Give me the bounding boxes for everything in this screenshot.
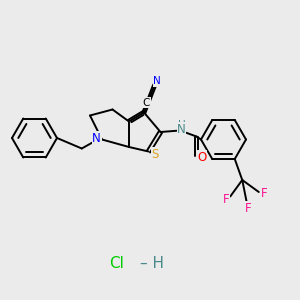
Text: C: C <box>143 98 150 108</box>
Text: N: N <box>153 76 161 86</box>
Text: S: S <box>152 148 159 161</box>
Text: – H: – H <box>140 256 164 272</box>
Text: N: N <box>177 122 186 136</box>
Text: Cl: Cl <box>110 256 124 272</box>
Text: H: H <box>178 119 185 130</box>
Text: O: O <box>197 151 206 164</box>
Text: F: F <box>245 202 252 215</box>
Text: F: F <box>261 187 268 200</box>
Text: N: N <box>92 131 101 145</box>
Text: F: F <box>222 193 229 206</box>
